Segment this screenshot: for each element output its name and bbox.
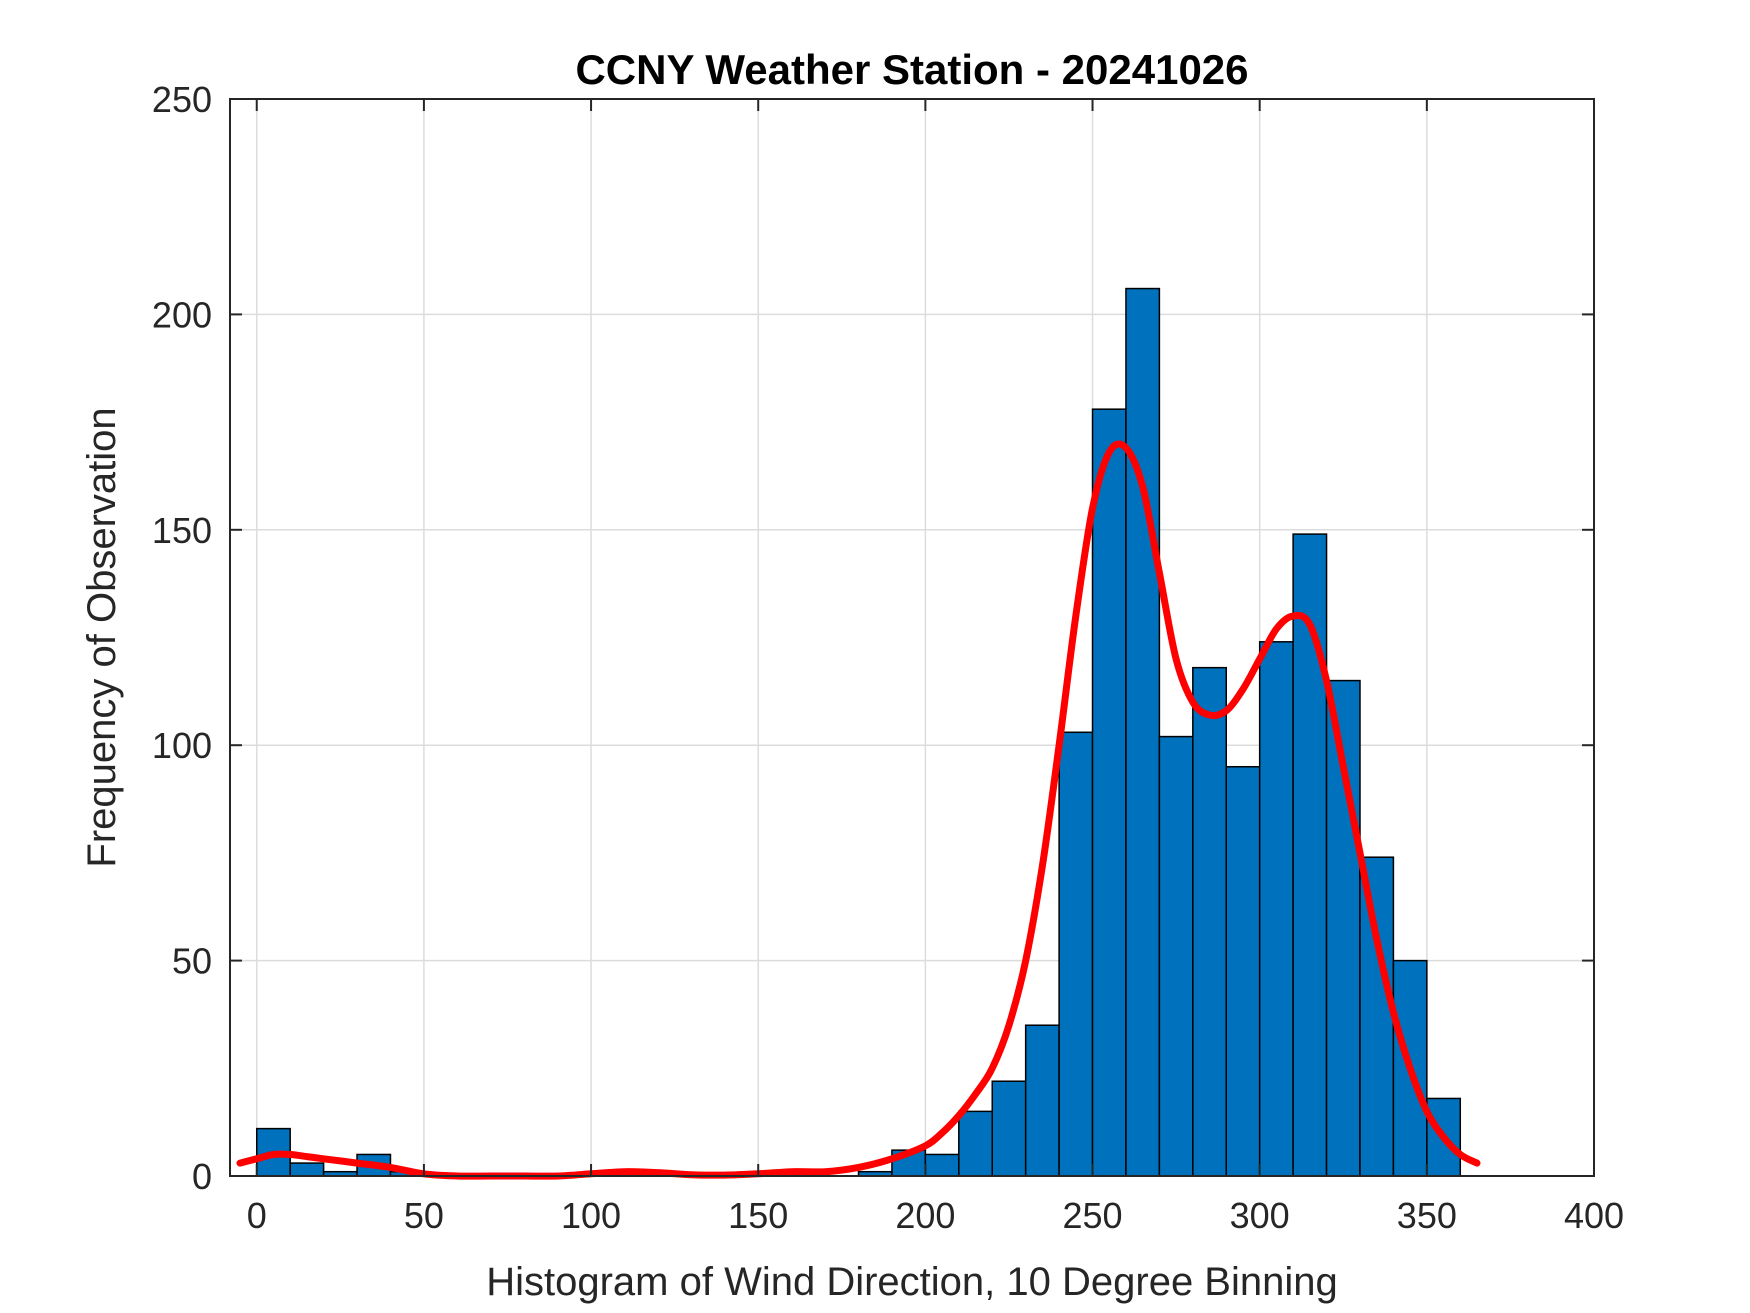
histogram-bar <box>1359 856 1395 1177</box>
axis-ticks <box>230 98 1595 1177</box>
x-tick-label: 50 <box>404 1195 444 1236</box>
histogram-bar <box>1192 666 1228 1177</box>
histogram-bar <box>1292 533 1328 1177</box>
histogram-bar <box>1225 765 1261 1177</box>
x-tick-label: 100 <box>561 1195 621 1236</box>
histogram-bar <box>1158 735 1194 1177</box>
y-tick-label: 100 <box>152 725 212 766</box>
chart-title: CCNY Weather Station - 20241026 <box>575 46 1248 93</box>
histogram-bars <box>255 287 1462 1177</box>
histogram-bar <box>958 1110 993 1177</box>
histogram-bar <box>1024 1024 1060 1177</box>
histogram-bar <box>1091 408 1127 1177</box>
plot-frame <box>229 98 1595 1177</box>
y-tick-label: 250 <box>152 79 212 120</box>
x-tick-label: 300 <box>1230 1195 1290 1236</box>
tick-labels: 0 50 100 150 200 250 300 350 400 0 50 100 150 200 250 <box>152 79 1624 1236</box>
y-tick-label: 150 <box>152 510 212 551</box>
y-tick-label: 0 <box>192 1156 212 1197</box>
y-axis-label: Frequency of Observation <box>80 407 124 867</box>
histogram-bar <box>1125 287 1161 1177</box>
y-tick-label: 50 <box>172 941 212 982</box>
histogram-bar <box>1258 641 1294 1177</box>
histogram-bar <box>991 1080 1027 1177</box>
histogram-bar <box>1058 731 1094 1177</box>
x-tick-label: 350 <box>1397 1195 1457 1236</box>
x-tick-label: 250 <box>1062 1195 1122 1236</box>
x-tick-label: 400 <box>1564 1195 1624 1236</box>
x-tick-label: 150 <box>728 1195 788 1236</box>
x-axis-label: Histogram of Wind Direction, 10 Degree B… <box>486 1260 1338 1304</box>
y-tick-label: 200 <box>152 294 212 335</box>
x-tick-label: 0 <box>247 1195 267 1236</box>
x-tick-label: 200 <box>895 1195 955 1236</box>
histogram-bar <box>289 1162 325 1177</box>
histogram-bar <box>924 1153 960 1177</box>
